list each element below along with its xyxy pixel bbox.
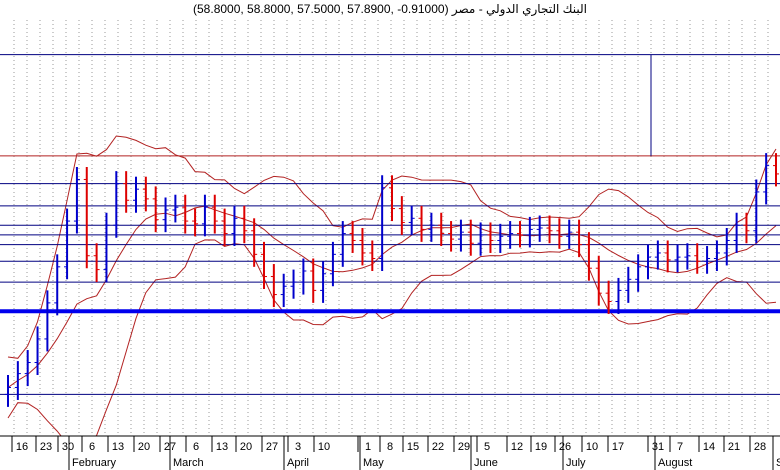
grid: [13, 20, 769, 436]
day-tick-label: 17: [612, 441, 624, 453]
month-label: February: [72, 457, 117, 469]
horizontal-levels: [0, 54, 780, 395]
month-label: S: [776, 457, 780, 469]
month-label: May: [363, 457, 384, 469]
day-tick-label: 12: [511, 441, 523, 453]
day-tick-label: 21: [728, 441, 740, 453]
month-label: July: [566, 457, 586, 469]
day-tick-label: 23: [40, 441, 52, 453]
day-tick-label: 22: [432, 441, 444, 453]
day-tick-label: 6: [193, 441, 199, 453]
month-label: June: [474, 457, 498, 469]
month-label: August: [658, 457, 692, 469]
day-tick-label: 6: [89, 441, 95, 453]
day-tick-label: 19: [535, 441, 547, 453]
day-tick-label: 20: [138, 441, 150, 453]
x-axis: 16 23 30 6 13 20 27 6 13 20 27 3 10 1 8 15 22 29 5 12 19 26 10…: [0, 435, 780, 470]
day-tick-label: 26: [559, 441, 571, 453]
day-tick-label: 10: [586, 441, 598, 453]
day-tick-label: 30: [62, 441, 74, 453]
day-tick-label: 27: [266, 441, 278, 453]
day-tick-label: 16: [16, 441, 28, 453]
day-tick-label: 1: [365, 441, 371, 453]
day-tick-label: 15: [407, 441, 419, 453]
day-tick-label: 29: [458, 441, 470, 453]
day-tick-label: 13: [216, 441, 228, 453]
chart-title: (58.8000, 58.8000, 57.5000, 57.8900, -0.…: [193, 2, 587, 16]
day-tick-label: 8: [387, 441, 393, 453]
axis-background: [0, 436, 780, 470]
day-tick-label: 14: [703, 441, 715, 453]
day-tick-label: 31: [652, 441, 664, 453]
ohlc-bars: [5, 153, 779, 407]
month-label: April: [287, 457, 309, 469]
day-tick-label: 13: [112, 441, 124, 453]
day-tick-label: 28: [754, 441, 766, 453]
month-label: March: [173, 457, 204, 469]
day-tick-label: 5: [484, 441, 490, 453]
lower-band: [7, 239, 777, 455]
day-tick-label: 10: [318, 441, 330, 453]
day-tick-label: 20: [240, 441, 252, 453]
day-tick-label: 7: [677, 441, 683, 453]
day-tick-label: 3: [295, 441, 301, 453]
